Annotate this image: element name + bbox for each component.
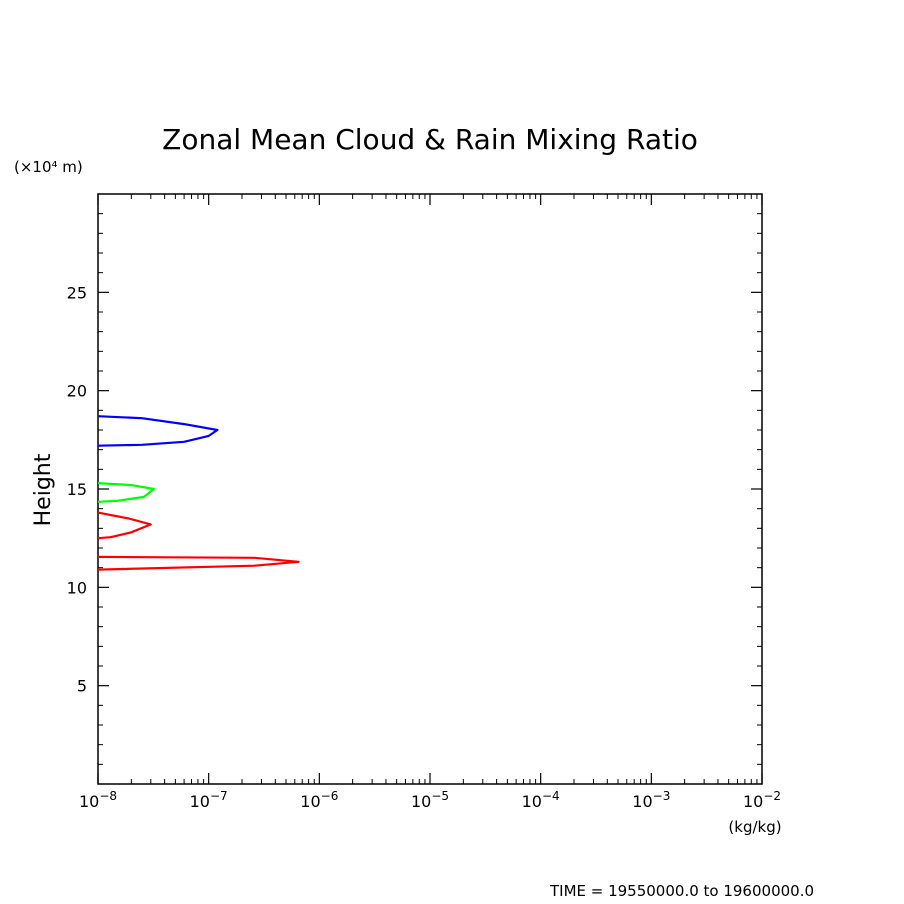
y-tick-labels: 5 10 15 20 25 [67,283,87,695]
y-tick-label: 25 [67,283,87,302]
x-tick-label: 10−6 [300,789,338,811]
series-line-4 [97,555,300,571]
y-tick-label: 10 [67,578,87,597]
x-tick-label: 10−5 [411,789,449,811]
y-tick-label: 20 [67,382,87,401]
axis-ticks [97,194,763,784]
x-tick-label: 10−8 [79,789,117,811]
series-lines [97,415,300,571]
y-axis-unit: (×10⁴ m) [14,158,83,176]
series-line-2 [97,482,155,503]
series-line-1 [97,415,219,447]
chart-title: Zonal Mean Cloud & Rain Mixing Ratio [162,123,698,156]
x-tick-label: 10−7 [190,789,228,811]
y-tick-label: 15 [67,480,87,499]
x-tick-label: 10−2 [743,789,781,811]
x-tick-label: 10−4 [522,789,560,811]
y-axis-label: Height [31,453,56,526]
series-line-3 [97,511,152,540]
time-range-label: TIME = 19550000.0 to 19600000.0 [549,882,814,900]
y-tick-label: 5 [77,677,87,696]
x-tick-labels: 10−8 10−7 10−6 10−5 10−4 10−3 10−2 [79,789,781,811]
plot-frame [97,193,763,785]
x-tick-label: 10−3 [632,789,670,811]
x-axis-unit: (kg/kg) [728,818,781,836]
